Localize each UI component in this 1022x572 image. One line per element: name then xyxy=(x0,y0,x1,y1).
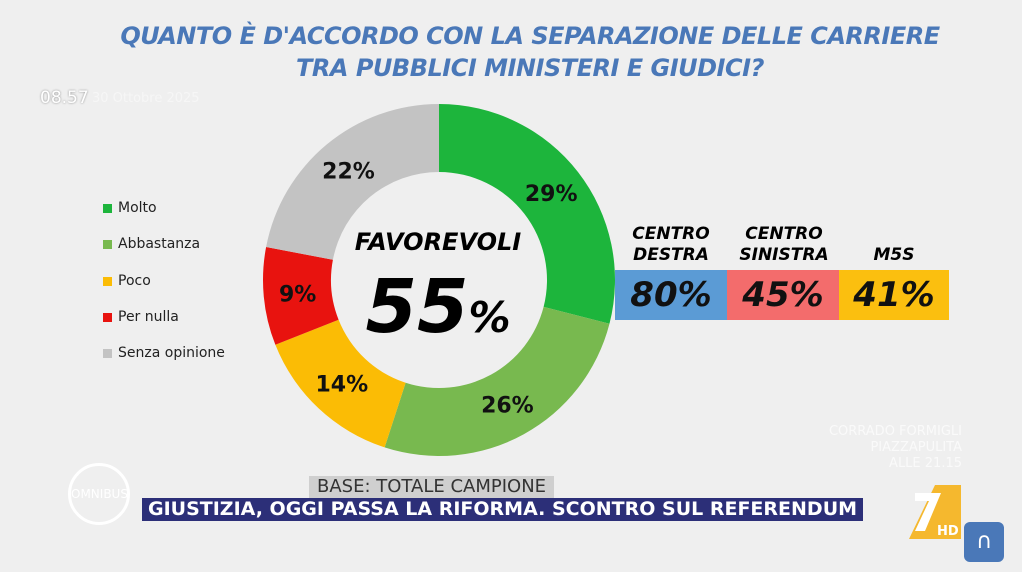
group-value-centro-destra: 80% xyxy=(615,270,727,320)
legend-swatch xyxy=(103,348,112,358)
base-label: BASE: TOTALE CAMPIONE xyxy=(309,476,555,498)
group-label-centro-sinistra: CENTRO SINISTRA xyxy=(728,224,840,266)
title-line-1: QUANTO È D'ACCORDO CON LA SEPARAZIONE DE… xyxy=(120,22,940,50)
date: 30 Ottobre 2025 xyxy=(92,91,200,106)
legend-item-senza-opinione: Senza opinione xyxy=(103,345,225,361)
legend-label: Molto xyxy=(118,200,157,216)
group-value-m5s: 41% xyxy=(839,270,949,320)
group-label-m5s: M5S xyxy=(838,224,950,266)
group-value-centro-sinistra: 45% xyxy=(727,270,839,320)
slice-label: 26% xyxy=(481,393,534,418)
slice-label: 14% xyxy=(315,373,368,398)
group-label-line xyxy=(838,224,950,245)
legend-item-poco: Poco xyxy=(103,273,151,289)
legend-label: Per nulla xyxy=(118,309,179,325)
slice-label: 22% xyxy=(322,160,375,185)
legend-swatch xyxy=(103,312,112,322)
la7-logo: HD xyxy=(909,485,961,539)
app-icon: ∩ xyxy=(964,522,1004,562)
slice-molto xyxy=(439,104,615,324)
slice-senza-opinione xyxy=(266,104,439,260)
group-label-line: DESTRA xyxy=(633,245,709,265)
slice-per-nulla xyxy=(263,247,339,345)
center-number: 55 xyxy=(365,264,469,350)
promo-line: CORRADO FORMIGLI xyxy=(828,424,962,439)
legend-item-abbastanza: Abbastanza xyxy=(103,236,200,252)
chart-title: QUANTO È D'ACCORDO CON LA SEPARAZIONE DE… xyxy=(100,20,960,84)
slice-abbastanza xyxy=(384,306,610,457)
slice-poco xyxy=(275,319,406,448)
slice-label: 9% xyxy=(279,282,316,307)
slice-label: 29% xyxy=(525,182,578,207)
group-label-centro-destra: CENTRO DESTRA xyxy=(615,224,727,266)
group-label-line: M5S xyxy=(873,245,915,265)
legend-label: Abbastanza xyxy=(118,236,201,252)
legend-label: Senza opinione xyxy=(118,345,225,361)
omnibus-logo: OMNIBUS xyxy=(68,463,130,525)
legend-swatch xyxy=(103,239,112,249)
legend-swatch xyxy=(103,203,112,213)
svg-text:HD: HD xyxy=(937,524,959,539)
promo-line: PIAZZAPULITA xyxy=(870,440,962,455)
group-label-line: SINISTRA xyxy=(739,245,829,265)
legend-item-per-nulla: Per nulla xyxy=(103,309,179,325)
promo-line: ALLE 21.15 xyxy=(889,456,962,471)
news-ticker: GIUSTIZIA, OGGI PASSA LA RIFORMA. SCONTR… xyxy=(142,498,864,521)
legend-label: Poco xyxy=(118,273,151,289)
clock: 08.57 xyxy=(40,88,89,108)
center-value: 55% xyxy=(328,262,548,363)
legend-swatch xyxy=(103,276,112,286)
center-label: FAVOREVOLI xyxy=(354,228,522,256)
group-label-line: CENTRO xyxy=(632,224,710,244)
legend-item-molto: Molto xyxy=(103,200,157,216)
promo-text: CORRADO FORMIGLI PIAZZAPULITA ALLE 21.15 xyxy=(820,424,962,472)
title-line-2: TRA PUBBLICI MINISTERI E GIUDICI? xyxy=(296,54,764,82)
group-label-line: CENTRO xyxy=(745,224,823,244)
center-unit: % xyxy=(468,293,511,342)
